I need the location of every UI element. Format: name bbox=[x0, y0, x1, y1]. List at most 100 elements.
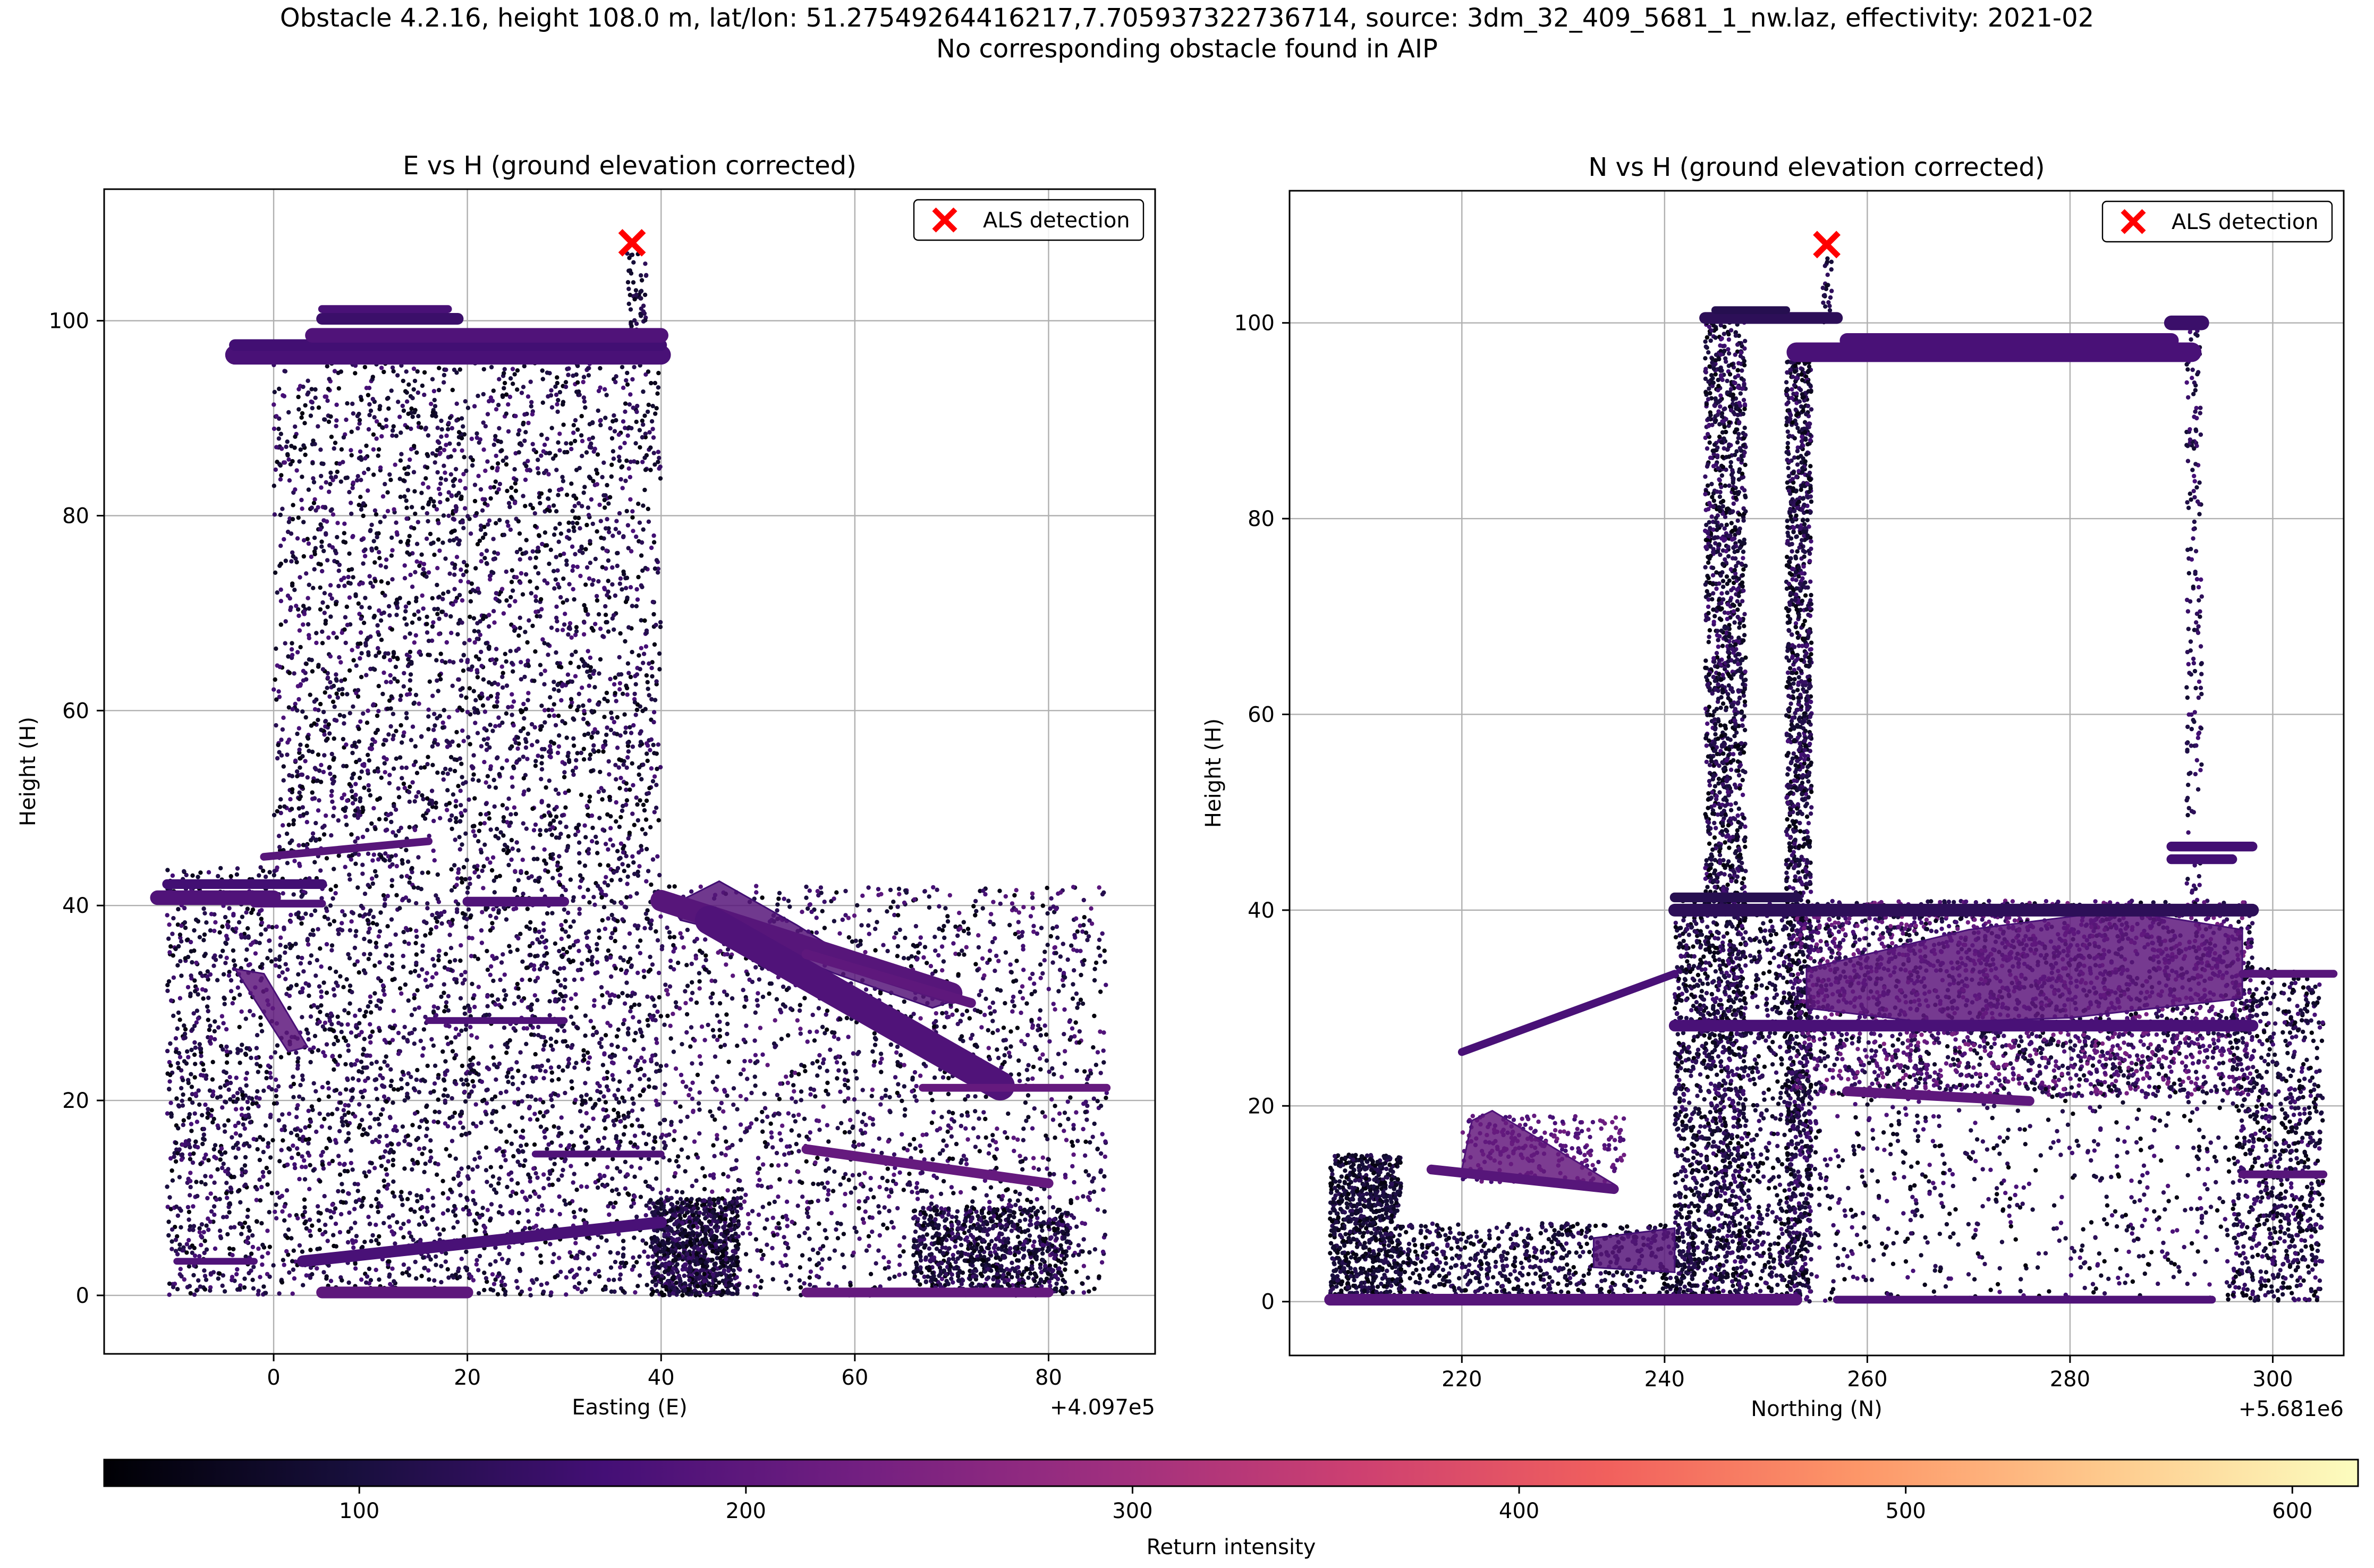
point bbox=[614, 800, 618, 805]
point bbox=[408, 1207, 413, 1212]
point bbox=[285, 594, 291, 598]
point bbox=[586, 1125, 591, 1130]
point bbox=[364, 443, 369, 448]
point bbox=[590, 825, 595, 830]
point bbox=[654, 1069, 659, 1074]
point bbox=[412, 378, 418, 384]
point bbox=[514, 1279, 519, 1284]
point bbox=[550, 1260, 555, 1265]
point bbox=[533, 609, 538, 614]
point bbox=[587, 757, 592, 761]
point bbox=[538, 1110, 542, 1115]
point bbox=[328, 508, 333, 513]
point bbox=[626, 836, 631, 841]
point bbox=[376, 998, 381, 1003]
point bbox=[356, 1078, 361, 1083]
point bbox=[295, 536, 300, 541]
point bbox=[291, 1081, 296, 1087]
point bbox=[519, 869, 523, 874]
point bbox=[538, 614, 542, 619]
point bbox=[384, 680, 389, 684]
point bbox=[605, 592, 609, 598]
point bbox=[509, 1141, 514, 1146]
point bbox=[360, 1070, 364, 1075]
point bbox=[615, 866, 621, 871]
point bbox=[499, 587, 505, 591]
point bbox=[367, 402, 372, 407]
point bbox=[437, 673, 442, 677]
point bbox=[296, 843, 301, 848]
point bbox=[499, 664, 504, 669]
point bbox=[511, 699, 516, 704]
point bbox=[650, 660, 655, 665]
point bbox=[567, 1201, 572, 1206]
point bbox=[390, 961, 395, 966]
point bbox=[352, 1207, 357, 1211]
point bbox=[589, 497, 594, 502]
point bbox=[583, 405, 588, 410]
point bbox=[615, 1166, 620, 1171]
point bbox=[337, 655, 342, 660]
point bbox=[643, 644, 649, 649]
point bbox=[463, 1027, 468, 1032]
point bbox=[608, 495, 613, 499]
point bbox=[389, 1229, 394, 1234]
point bbox=[300, 474, 304, 479]
point bbox=[306, 942, 311, 947]
point bbox=[485, 1180, 489, 1184]
point bbox=[506, 429, 511, 434]
point bbox=[293, 942, 298, 946]
point bbox=[494, 1077, 498, 1082]
point bbox=[528, 1023, 533, 1028]
point bbox=[486, 522, 490, 527]
point bbox=[344, 1120, 349, 1124]
point bbox=[444, 367, 448, 372]
point bbox=[530, 549, 535, 554]
point bbox=[573, 515, 578, 520]
point bbox=[482, 524, 487, 529]
point bbox=[425, 465, 430, 470]
point bbox=[406, 941, 411, 946]
point bbox=[385, 1143, 390, 1148]
point bbox=[586, 731, 591, 736]
point bbox=[296, 394, 301, 400]
point bbox=[542, 1135, 547, 1140]
point bbox=[287, 773, 292, 778]
point bbox=[300, 1077, 306, 1082]
point bbox=[355, 694, 361, 699]
point bbox=[562, 761, 567, 766]
point bbox=[349, 429, 354, 434]
point bbox=[541, 928, 546, 933]
point bbox=[637, 1273, 642, 1278]
point bbox=[440, 1211, 446, 1216]
point bbox=[549, 833, 555, 837]
point bbox=[307, 961, 312, 965]
point bbox=[571, 1180, 575, 1185]
point bbox=[333, 1206, 338, 1211]
point bbox=[519, 660, 523, 665]
point bbox=[445, 967, 451, 972]
point bbox=[453, 837, 457, 842]
point bbox=[597, 1274, 602, 1279]
point bbox=[301, 622, 306, 627]
point bbox=[320, 1084, 325, 1090]
point bbox=[295, 911, 301, 916]
point bbox=[404, 1270, 409, 1275]
point bbox=[297, 790, 302, 795]
point bbox=[425, 901, 430, 906]
point bbox=[609, 474, 614, 479]
point bbox=[654, 783, 659, 787]
point bbox=[436, 486, 442, 491]
point bbox=[571, 587, 575, 592]
point bbox=[629, 963, 634, 968]
point bbox=[329, 943, 335, 948]
point bbox=[324, 1042, 329, 1047]
point bbox=[322, 591, 327, 596]
point bbox=[381, 742, 386, 747]
point bbox=[421, 796, 426, 802]
point bbox=[490, 954, 495, 959]
point bbox=[541, 1047, 546, 1052]
point bbox=[444, 1251, 448, 1256]
point bbox=[319, 995, 324, 999]
point bbox=[444, 1035, 449, 1040]
